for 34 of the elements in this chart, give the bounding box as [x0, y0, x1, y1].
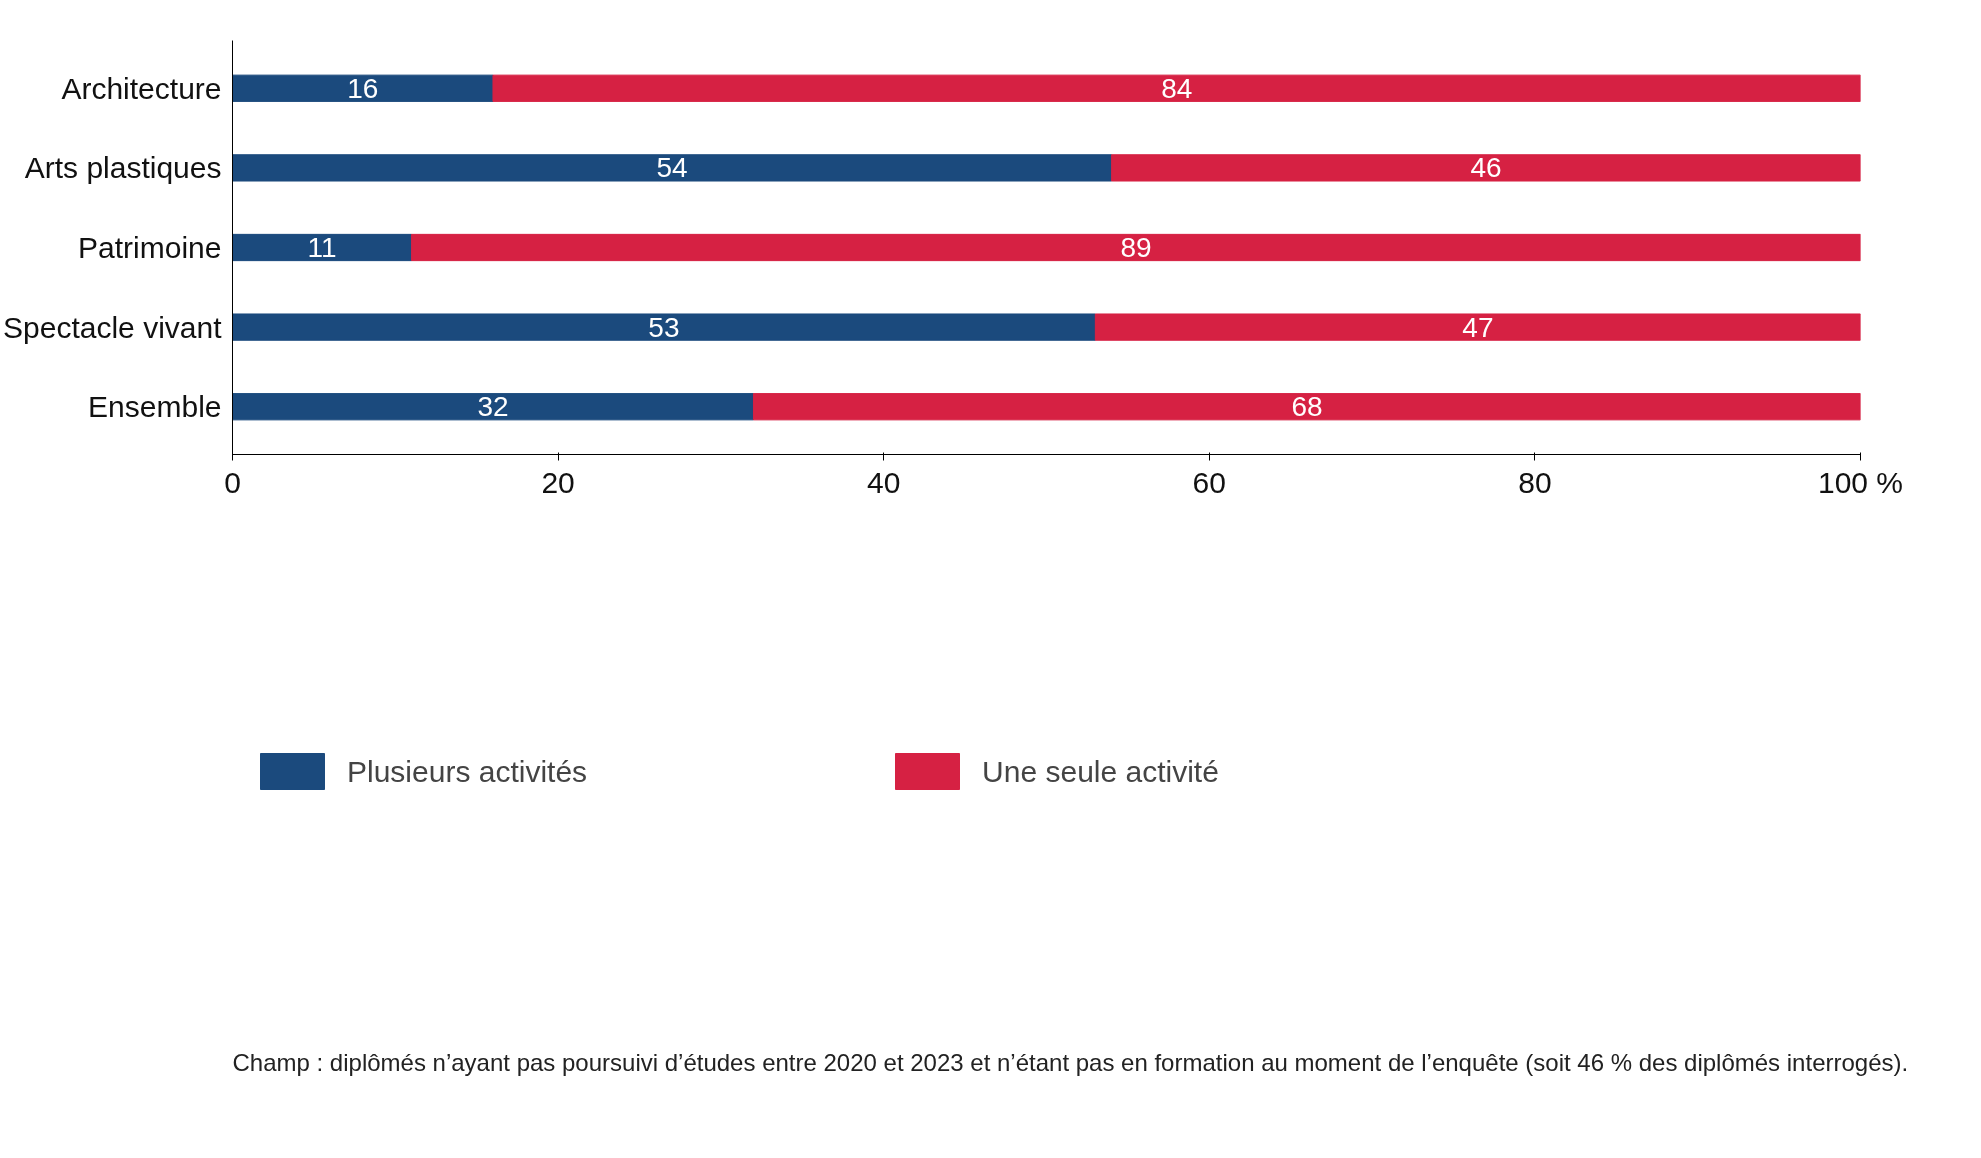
x-tick-label: 80: [1518, 465, 1552, 499]
data-label: 54: [656, 152, 688, 184]
x-tick-label: 60: [1192, 465, 1226, 499]
bar: [1111, 154, 1861, 182]
y-tick-label: Architecture: [61, 71, 222, 105]
legend-label: Une seule activité: [982, 754, 1219, 788]
x-tick-label: 40: [867, 465, 901, 499]
y-tick-label: Ensemble: [88, 390, 222, 424]
bar: [492, 74, 1861, 102]
data-label: 47: [1462, 311, 1494, 343]
y-tick-label: Arts plastiques: [24, 151, 222, 185]
bar: [232, 393, 754, 421]
bar: [232, 233, 413, 262]
bar: [232, 154, 1113, 182]
bar: [232, 74, 494, 102]
data-label: 53: [648, 311, 680, 343]
bar: [752, 393, 1861, 421]
text: Champ : diplômés n’ayant pas poursuivi d’études entre 2020 et 2023 et n’étant pas en formation au moment de l’enquête (soit 46 % des diplômés interrogés).: [232, 1048, 1909, 1076]
x-tick-label: 0: [224, 465, 241, 499]
y-tick-label: Patrimoine: [78, 231, 222, 264]
bar: [1094, 313, 1861, 341]
data-label: 32: [477, 391, 509, 423]
data-label: 11: [307, 232, 337, 263]
legend-label: Plusieurs activités: [347, 754, 588, 788]
x-tick-label: 100 %: [1817, 465, 1904, 499]
data-label: 68: [1291, 391, 1323, 423]
x-tick-label: 20: [541, 465, 575, 499]
bar: [411, 233, 1861, 262]
data-label: 46: [1470, 152, 1502, 184]
bar: [232, 313, 1096, 341]
y-tick-label: Spectacle vivant: [3, 310, 223, 344]
data-label: 89: [1120, 232, 1152, 263]
data-label: 84: [1161, 72, 1193, 104]
data-label: 16: [347, 72, 379, 104]
